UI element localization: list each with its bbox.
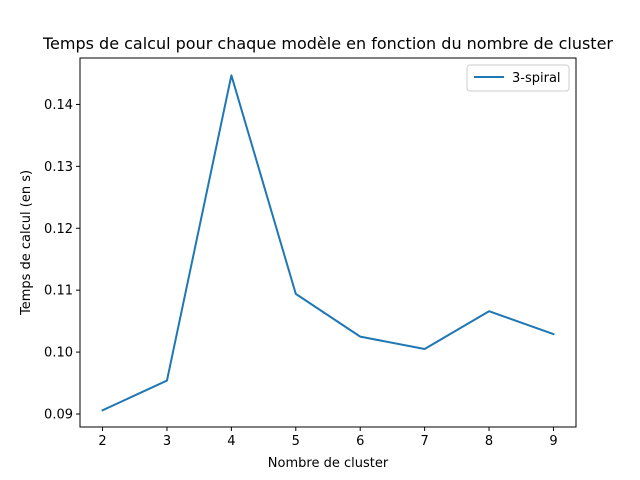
legend: 3-spiral xyxy=(466,64,570,92)
chart-title: Temps de calcul pour chaque modèle en fo… xyxy=(42,34,613,53)
series-line-3-spiral xyxy=(101,74,555,412)
x-tick-label: 6 xyxy=(356,434,364,449)
y-tick-label: 0.14 xyxy=(44,98,73,113)
y-tick-label: 0.09 xyxy=(44,407,73,422)
x-tick-label: 4 xyxy=(227,434,235,449)
x-tick-label: 9 xyxy=(549,434,557,449)
x-tick-label: 2 xyxy=(98,434,106,449)
x-tick-label: 8 xyxy=(485,434,493,449)
y-axis-ticks: 0.09 0.10 0.11 0.12 0.13 0.14 xyxy=(44,98,80,422)
y-tick-label: 0.10 xyxy=(44,346,73,361)
y-tick-label: 0.13 xyxy=(44,160,73,175)
x-axis-label: Nombre de cluster xyxy=(268,456,389,471)
y-axis-label: Temps de calcul (en s) xyxy=(19,170,34,316)
y-tick-label: 0.12 xyxy=(44,222,73,237)
legend-box xyxy=(466,64,570,92)
legend-label: 3-spiral xyxy=(512,71,561,86)
axes-frame xyxy=(79,57,577,428)
plot-area xyxy=(79,57,577,428)
x-tick-label: 7 xyxy=(420,434,428,449)
y-tick-label: 0.11 xyxy=(44,284,73,299)
x-tick-label: 3 xyxy=(163,434,171,449)
x-axis-ticks: 2 3 4 5 6 7 8 9 xyxy=(98,427,558,449)
x-tick-label: 5 xyxy=(292,434,300,449)
series-layer xyxy=(101,74,555,412)
